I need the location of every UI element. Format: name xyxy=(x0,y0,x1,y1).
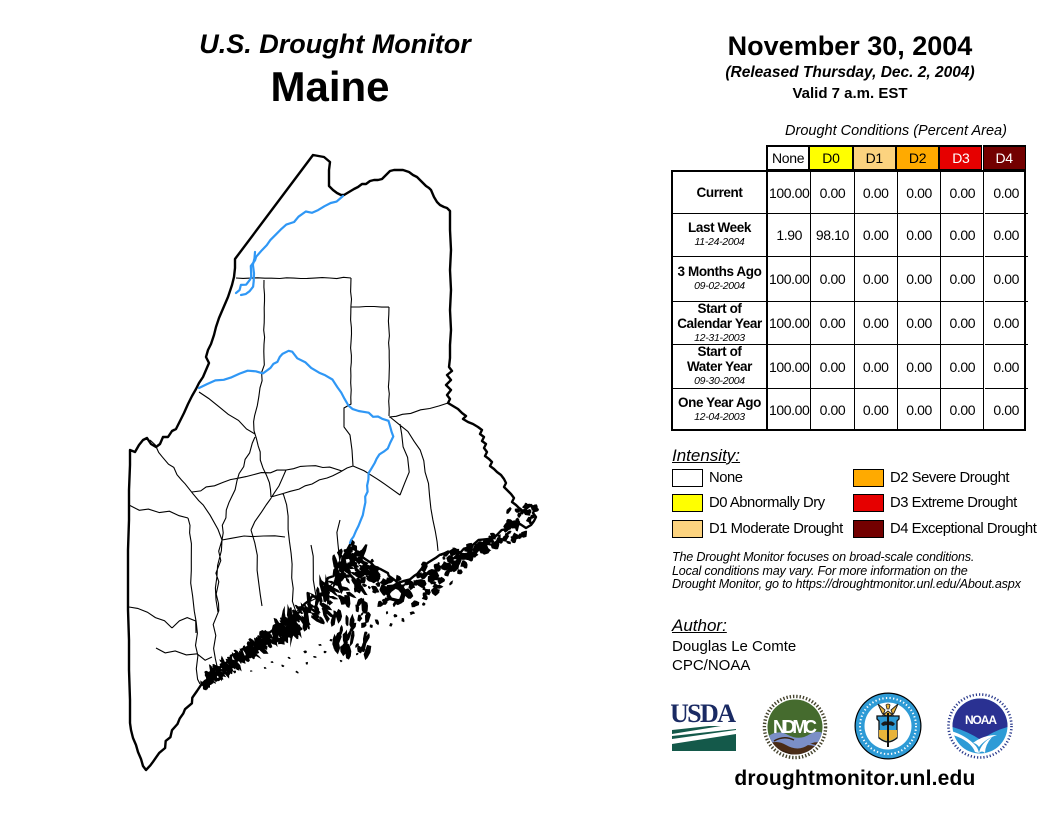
svg-text:NDMC: NDMC xyxy=(773,717,817,737)
svg-text:USDA: USDA xyxy=(671,703,736,728)
svg-text:NOAA: NOAA xyxy=(965,713,997,727)
